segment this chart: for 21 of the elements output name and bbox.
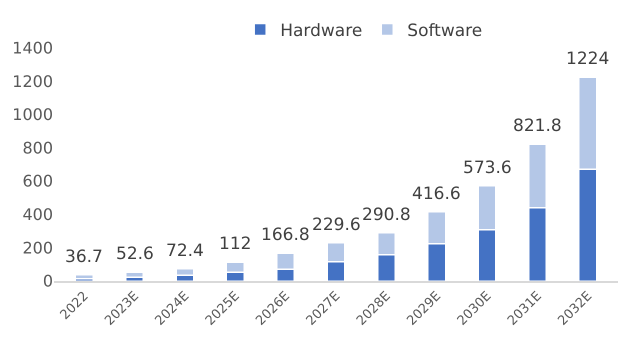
total-label: 166.8	[261, 225, 310, 245]
total-label: 112	[219, 234, 252, 254]
total-label: 1224	[566, 49, 610, 69]
y-tick-label: 1400	[12, 38, 53, 58]
legend-label: Hardware	[280, 21, 362, 42]
y-tick-label: 0	[42, 272, 53, 291]
total-label: 573.6	[463, 158, 512, 178]
y-tick-label: 200	[22, 238, 53, 258]
legend-label: Software	[407, 21, 482, 42]
total-label: 229.6	[312, 215, 361, 235]
y-tick-label: 1200	[12, 72, 53, 91]
y-tick-label: 400	[22, 205, 53, 224]
y-tick-label: 800	[22, 138, 53, 158]
total-label: 36.7	[65, 247, 103, 267]
total-label: 290.8	[362, 205, 411, 225]
total-label: 416.6	[412, 184, 461, 204]
total-label: 821.8	[513, 116, 562, 136]
y-tick-label: 1000	[12, 105, 53, 124]
y-tick-label: 600	[22, 172, 53, 191]
total-label: 72.4	[166, 241, 204, 261]
total-label: 52.6	[116, 244, 154, 264]
